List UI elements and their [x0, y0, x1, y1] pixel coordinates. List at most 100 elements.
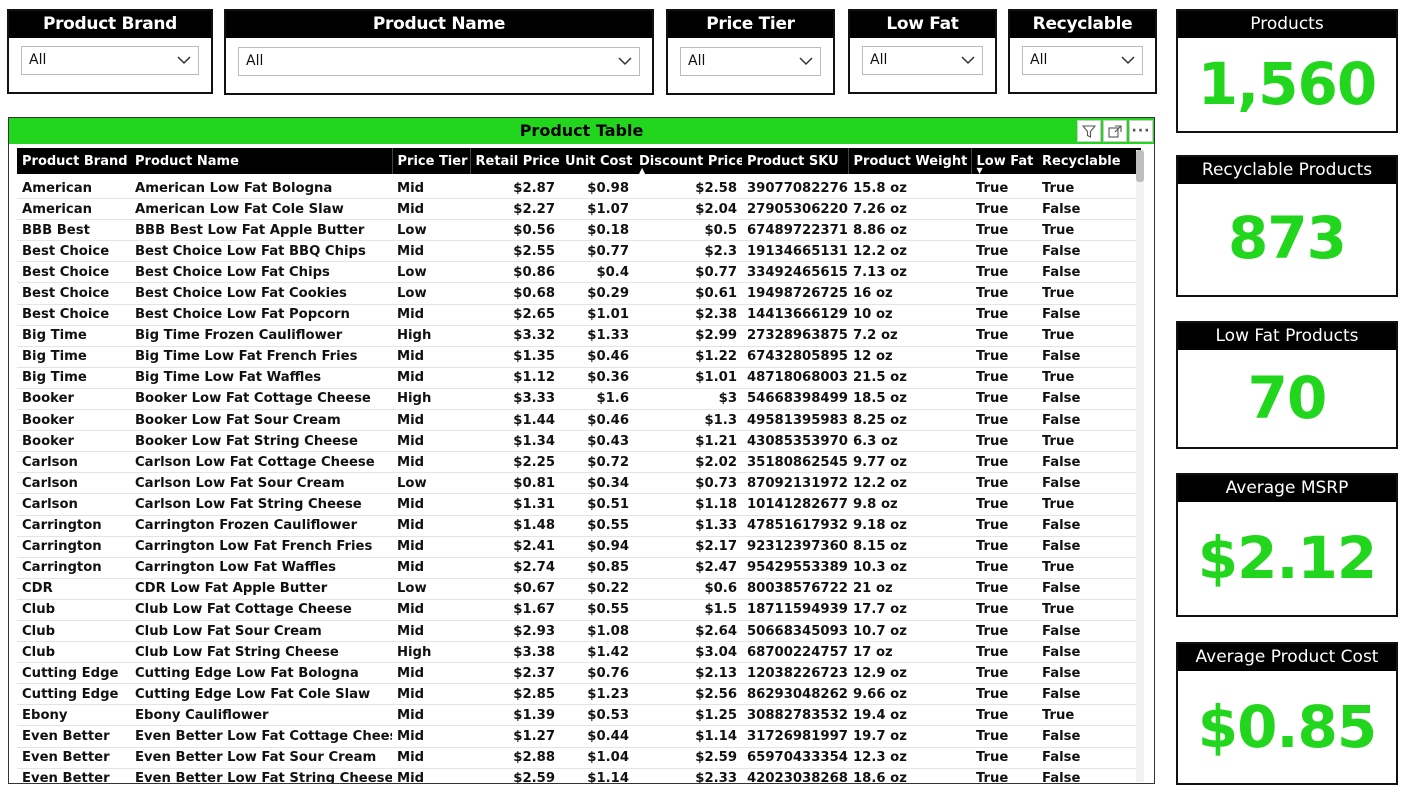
- table-cell: Mid: [392, 747, 470, 769]
- table-cell: Even Better Low Fat String Cheese: [130, 768, 392, 783]
- table-cell: False: [1037, 747, 1141, 769]
- low-fat-dropdown[interactable]: All: [862, 46, 983, 75]
- column-header[interactable]: Unit Cost: [560, 148, 634, 174]
- table-cell: Carrington: [17, 536, 130, 558]
- table-cell: Cutting Edge: [17, 662, 130, 685]
- table-cell: $1.35: [470, 346, 560, 368]
- table-row[interactable]: American American Low Fat Cole Slaw Mid $2.…: [17, 198, 1141, 221]
- recyclable-dropdown[interactable]: All: [1022, 46, 1143, 75]
- dropdown-value: All: [246, 53, 264, 69]
- table-cell: Club Low Fat String Cheese: [130, 641, 392, 664]
- table-row[interactable]: Carlson Carlson Low Fat String Cheese Mid $…: [17, 493, 1141, 516]
- table-cell: True: [971, 304, 1037, 326]
- table-row[interactable]: Club Club Low Fat String Cheese High $3.38 $…: [17, 641, 1141, 664]
- table-cell: 19134665131: [742, 240, 848, 263]
- column-header[interactable]: Product Name: [130, 148, 393, 174]
- visual-header-icons: ···: [1076, 118, 1154, 144]
- table-cell: Big Time: [17, 325, 130, 347]
- table-row[interactable]: Ebony Ebony Cauliflower Mid $1.39 $0.53 $1.25…: [17, 704, 1141, 727]
- table-cell: 12038226723: [742, 662, 848, 685]
- table-cell: Carrington Frozen Cauliflower: [130, 515, 392, 537]
- table-row[interactable]: Carrington Carrington Low Fat French Frie…: [17, 536, 1141, 558]
- table-cell: 9.66 oz: [848, 683, 971, 706]
- table-cell: $2.37: [470, 662, 560, 685]
- product-table-visual: Product Table ··· Product Brand Product …: [8, 117, 1155, 784]
- table-cell: Best Choice Low Fat BBQ Chips: [130, 240, 392, 263]
- table-row[interactable]: Even Better Even Better Low Fat Cottage C…: [17, 725, 1141, 748]
- table-row[interactable]: Booker Booker Low Fat String Cheese Mid $1.…: [17, 430, 1141, 453]
- table-cell: $0.43: [560, 430, 634, 453]
- column-header[interactable]: Product SKU: [742, 148, 849, 174]
- table-row[interactable]: Club Club Low Fat Cottage Cheese Mid $1.67 $…: [17, 599, 1141, 621]
- table-cell: Mid: [392, 662, 470, 685]
- table-row[interactable]: Carlson Carlson Low Fat Sour Cream Low $0.8…: [17, 472, 1141, 495]
- table-cell: $1.14: [560, 768, 634, 783]
- column-header-sorted[interactable]: Discount Price ▲: [634, 148, 742, 174]
- table-cell: True: [971, 472, 1037, 495]
- table-cell: 19498726725: [742, 282, 848, 305]
- product-name-dropdown[interactable]: All: [238, 47, 640, 76]
- table-cell: $0.56: [470, 219, 560, 242]
- vertical-scrollbar[interactable]: [1136, 150, 1144, 782]
- table-cell: False: [1037, 683, 1141, 706]
- product-brand-dropdown[interactable]: All: [21, 46, 199, 75]
- table-row[interactable]: Best Choice Best Choice Low Fat Cookies Lo…: [17, 282, 1141, 305]
- card-value: $2.12: [1197, 524, 1377, 592]
- table-row[interactable]: Booker Booker Low Fat Cottage Cheese High $…: [17, 388, 1141, 411]
- table-cell: 10 oz: [848, 304, 971, 326]
- card-value: 70: [1247, 364, 1328, 432]
- table-row[interactable]: Carlson Carlson Low Fat Cottage Cheese Mid…: [17, 451, 1141, 474]
- table-row[interactable]: Big Time Big Time Low Fat French Fries Mid…: [17, 346, 1141, 368]
- table-cell: 49581395983: [742, 409, 848, 432]
- table-row[interactable]: Club Club Low Fat Sour Cream Mid $2.93 $1.08…: [17, 620, 1141, 643]
- table-cell: Big Time: [17, 367, 130, 389]
- table-cell: $2.64: [634, 620, 742, 643]
- table-row[interactable]: Even Better Even Better Low Fat Sour Crea…: [17, 747, 1141, 769]
- table-row[interactable]: Best Choice Best Choice Low Fat Chips Low $…: [17, 261, 1141, 284]
- card-low-fat-products: Low Fat Products 70: [1176, 321, 1398, 449]
- table-cell: 9.18 oz: [848, 515, 971, 537]
- column-header[interactable]: Product Brand: [17, 148, 130, 174]
- table-row[interactable]: Big Time Big Time Frozen Cauliflower High $…: [17, 325, 1141, 347]
- table-cell: True: [971, 704, 1037, 727]
- table-row[interactable]: Even Better Even Better Low Fat String Ch…: [17, 768, 1141, 783]
- table-row[interactable]: Big Time Big Time Low Fat Waffles Mid $1.12…: [17, 367, 1141, 389]
- column-header-sorted[interactable]: Low Fat ▼: [971, 148, 1037, 174]
- table-cell: Carrington Low Fat French Fries: [130, 536, 392, 558]
- table-row[interactable]: BBB Best BBB Best Low Fat Apple Butter Low…: [17, 219, 1141, 242]
- table-row[interactable]: Cutting Edge Cutting Edge Low Fat Cole Sl…: [17, 683, 1141, 706]
- table-cell: 31726981997: [742, 725, 848, 748]
- table-cell: 18.6 oz: [848, 768, 971, 783]
- filter-icon[interactable]: [1077, 120, 1101, 142]
- table-row[interactable]: Booker Booker Low Fat Sour Cream Mid $1.44 $…: [17, 409, 1141, 432]
- table-row[interactable]: Best Choice Best Choice Low Fat BBQ Chips…: [17, 240, 1141, 263]
- table-cell: True: [971, 409, 1037, 432]
- column-header-label: Low Fat: [976, 153, 1034, 169]
- table-cell: 12.3 oz: [848, 747, 971, 769]
- card-value: $0.85: [1197, 693, 1377, 761]
- scrollbar-thumb[interactable]: [1136, 150, 1144, 182]
- table-cell: Mid: [392, 704, 470, 727]
- focus-mode-icon[interactable]: [1103, 120, 1127, 142]
- price-tier-dropdown[interactable]: All: [680, 47, 821, 76]
- more-options-icon[interactable]: ···: [1129, 120, 1153, 142]
- column-header[interactable]: Recyclable: [1037, 148, 1141, 174]
- table-cell: Mid: [392, 725, 470, 748]
- table-cell: Mid: [392, 768, 470, 783]
- column-header[interactable]: Price Tier: [392, 148, 471, 174]
- sort-ascending-icon: ▲: [639, 166, 646, 175]
- table-cell: 12.2 oz: [848, 240, 971, 263]
- table-cell: High: [392, 641, 470, 664]
- table-cell: $1.39: [470, 704, 560, 727]
- table-row[interactable]: CDR CDR Low Fat Apple Butter Low $0.67 $0.22…: [17, 578, 1141, 600]
- table-row[interactable]: Carrington Carrington Low Fat Waffles Mid $…: [17, 557, 1141, 579]
- column-header[interactable]: Product Weight: [848, 148, 972, 174]
- table-cell: Carlson: [17, 451, 130, 474]
- table-cell: $2.33: [634, 768, 742, 783]
- table-cell: True: [1037, 599, 1141, 621]
- table-row[interactable]: Cutting Edge Cutting Edge Low Fat Bologna…: [17, 662, 1141, 685]
- table-row[interactable]: Best Choice Best Choice Low Fat Popcorn Mi…: [17, 304, 1141, 326]
- column-header[interactable]: Retail Price: [470, 148, 560, 174]
- table-row[interactable]: American American Low Fat Bologna Mid $2.87…: [17, 174, 1141, 200]
- table-row[interactable]: Carrington Carrington Frozen Cauliflower M…: [17, 515, 1141, 537]
